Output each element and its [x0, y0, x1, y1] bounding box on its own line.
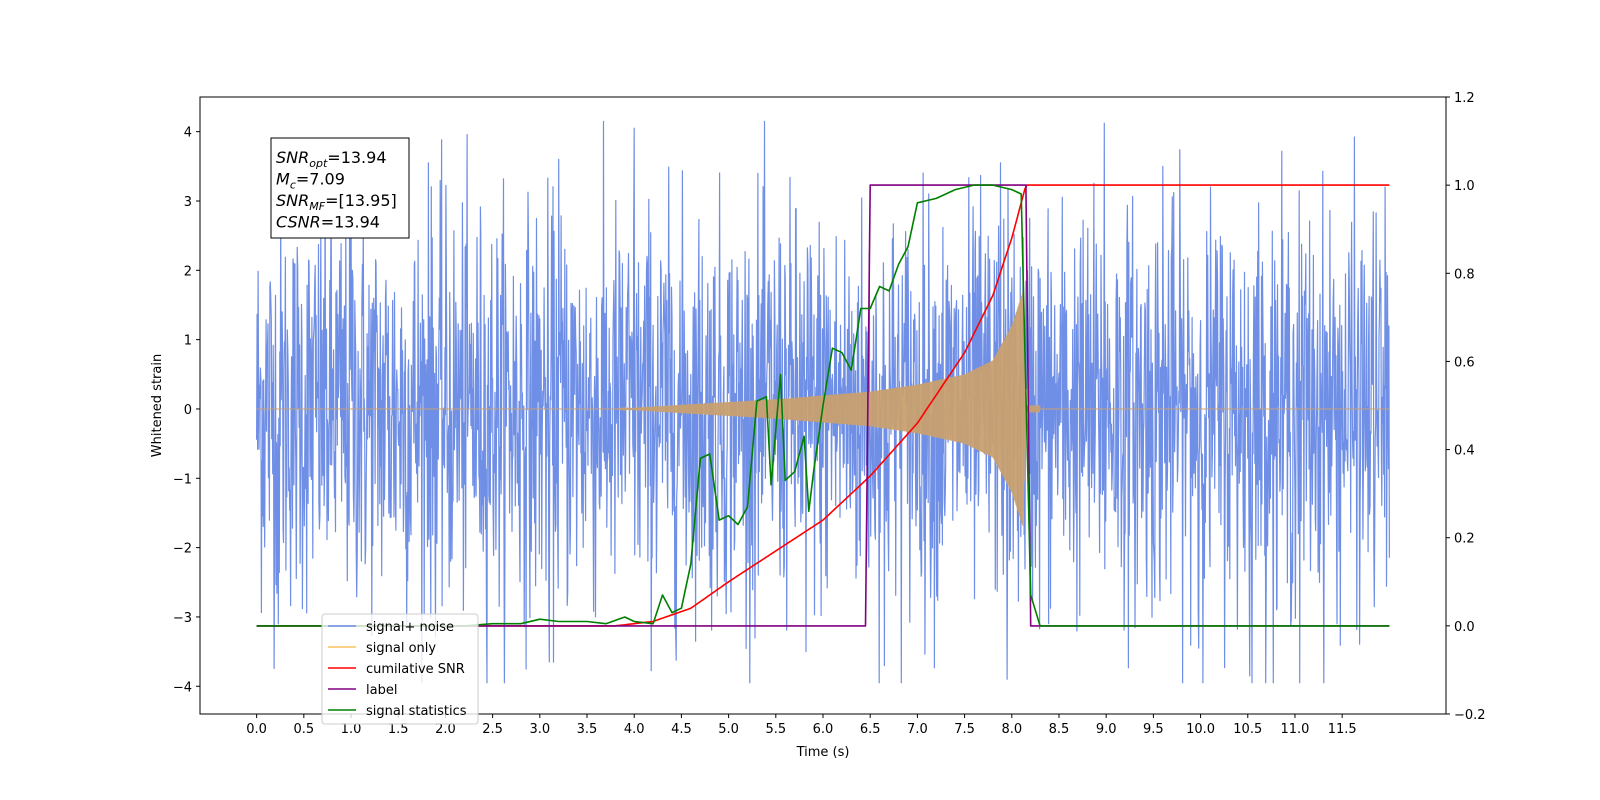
annotation-frame [270, 137, 410, 239]
y-axis-right: 1.2 1.0 0.8 0.6 0.4 0.2 0.0 −0.2 [1446, 91, 1486, 723]
legend: signal+ noise signal only cumilative SNR la… [321, 613, 479, 725]
y2-tick-label: 1.2 [1454, 91, 1475, 106]
x-tick-label: 9.0 [1096, 722, 1117, 737]
x-tick-label: 3.0 [529, 722, 550, 737]
stats-annotation-box: SNRopt=13.94Mc=7.09SNRMF=[13.95]CSNR=13.… [270, 137, 410, 239]
legend-label: signal statistics [366, 704, 467, 719]
x-tick-label: 0.5 [293, 722, 314, 737]
x-tick-label: 6.5 [860, 722, 881, 737]
y2-tick-label: 0.4 [1454, 444, 1475, 459]
x-tick-label: 10.5 [1233, 722, 1262, 737]
y2-tick-label: −0.2 [1454, 708, 1486, 723]
x-tick-label: 2.0 [435, 722, 456, 737]
annotation-line: SNRMF=[13.95] [276, 191, 397, 213]
x-tick-label: 5.0 [718, 722, 739, 737]
x-tick-label: 7.0 [907, 722, 928, 737]
x-tick-label: 8.5 [1049, 722, 1070, 737]
y-axis-label: Whitened strain [150, 354, 165, 457]
y-tick-label: −2 [173, 542, 192, 557]
series-signal-only [256, 291, 1390, 526]
y2-tick-label: 0.0 [1454, 620, 1475, 635]
x-tick-label: 1.5 [388, 722, 409, 737]
x-tick-label: 4.0 [624, 722, 645, 737]
annotation-line: CSNR=13.94 [276, 213, 380, 232]
x-tick-label: 10.0 [1186, 722, 1215, 737]
legend-label: cumilative SNR [366, 662, 465, 677]
y-axis-left: 4 3 2 1 0 −1 −2 −3 −4 [173, 126, 200, 695]
y-tick-label: −3 [173, 611, 192, 626]
x-axis: 0.0 0.5 1.0 1.5 2.0 2.5 3.0 3.5 4.0 4.5 5.0 5.5 6.0 6… [246, 714, 1357, 737]
x-tick-label: 6.0 [813, 722, 834, 737]
y-tick-label: 1 [184, 334, 192, 349]
legend-label: signal only [366, 641, 436, 656]
series-signal-statistics [256, 184, 1390, 627]
annotation-line: SNRopt=13.94 [276, 148, 387, 170]
legend-label: signal+ noise [366, 620, 454, 635]
x-tick-label: 5.5 [765, 722, 786, 737]
series-signal-noise [256, 120, 1390, 684]
y-tick-label: −4 [173, 680, 192, 695]
y-tick-label: 0 [184, 403, 192, 418]
y2-tick-label: 0.6 [1454, 355, 1475, 370]
x-tick-label: 11.5 [1328, 722, 1357, 737]
y-tick-label: −1 [173, 472, 192, 487]
y2-tick-label: 1.0 [1454, 179, 1475, 194]
y2-tick-label: 0.2 [1454, 532, 1475, 547]
x-tick-label: 9.5 [1143, 722, 1164, 737]
y-tick-label: 3 [184, 195, 192, 210]
x-tick-label: 7.5 [954, 722, 975, 737]
x-tick-label: 4.5 [671, 722, 692, 737]
x-axis-label: Time (s) [796, 745, 850, 760]
y-tick-label: 2 [184, 264, 192, 279]
x-tick-label: 11.0 [1280, 722, 1309, 737]
x-tick-label: 2.5 [482, 722, 503, 737]
annotation-line: Mc=7.09 [276, 170, 345, 192]
x-tick-label: 0.0 [246, 722, 267, 737]
x-tick-label: 8.0 [1001, 722, 1022, 737]
legend-frame [321, 613, 479, 725]
y2-tick-label: 0.8 [1454, 267, 1475, 282]
x-tick-label: 1.0 [341, 722, 362, 737]
y-tick-label: 4 [184, 126, 192, 141]
legend-label: label [366, 683, 397, 698]
x-tick-label: 3.5 [577, 722, 598, 737]
